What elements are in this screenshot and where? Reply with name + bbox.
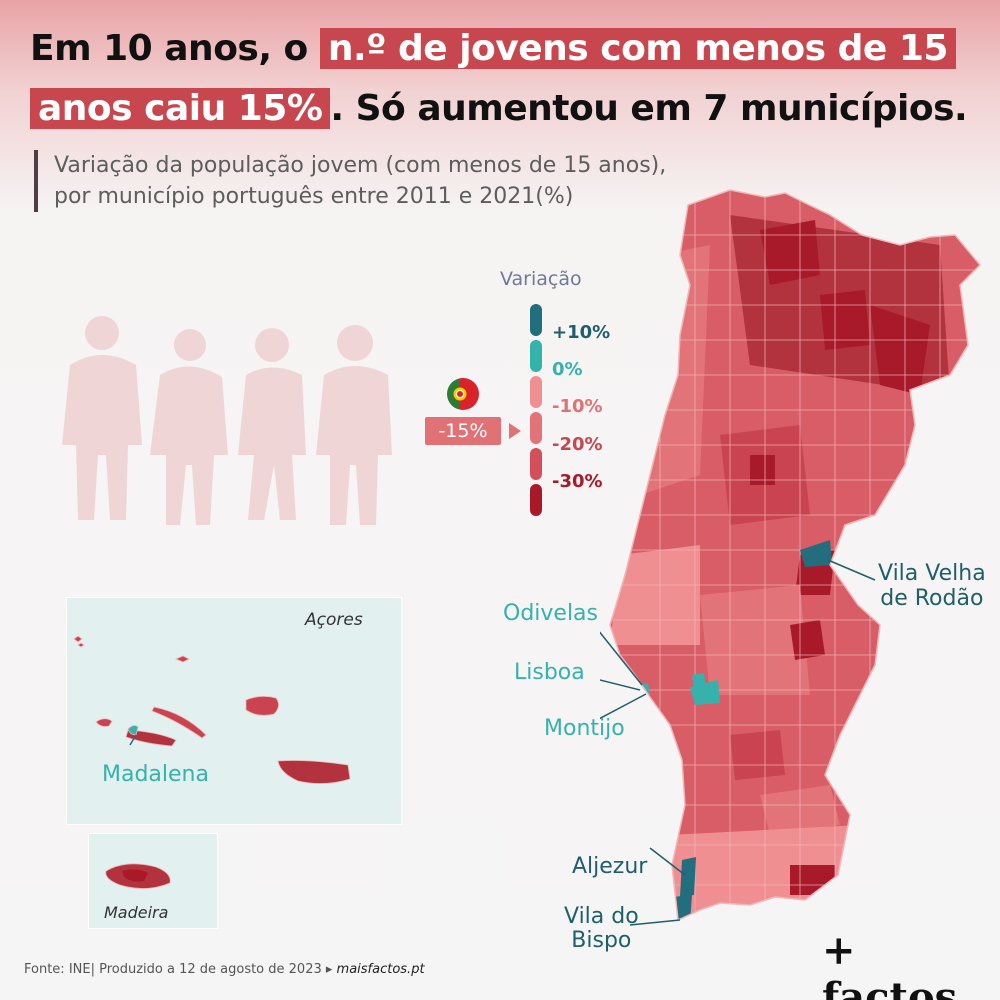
madeira-inset	[88, 833, 218, 929]
source-text: Fonte: INE| Produzido a 12 de agosto de …	[24, 962, 337, 977]
subtitle: Variação da população jovem (com menos d…	[34, 150, 666, 212]
legend-swatch	[530, 484, 542, 516]
title-highlight: n.º de jovens com menos de 15	[319, 28, 956, 69]
pointer-arrow-icon	[509, 423, 521, 439]
aljezur-label: Aljezur	[572, 854, 648, 879]
legend-swatch	[530, 376, 542, 408]
aljezur-region	[680, 857, 696, 897]
subtitle-line: Variação da população jovem (com menos d…	[54, 153, 667, 178]
lisboa-label: Lisboa	[514, 660, 585, 685]
national-variation-badge: -15%	[425, 417, 501, 445]
montijo-label: Montijo	[544, 716, 625, 741]
legend-label: -10%	[552, 396, 603, 417]
title-line-2: anos caiu 15%. Só aumentou em 7 municípi…	[30, 84, 968, 134]
legend-swatch	[530, 412, 542, 444]
legend-swatch	[530, 304, 542, 336]
title-text: Em 10 anos, o	[30, 28, 308, 69]
montijo-area-region	[690, 680, 720, 705]
legend-label: +10%	[552, 322, 611, 343]
madeira-label: Madeira	[104, 903, 169, 922]
portugal-flag-icon	[447, 378, 479, 410]
vila-do-bispo-label: Vila do Bispo	[564, 904, 639, 953]
acores-label: Açores	[305, 610, 363, 630]
madalena-region	[127, 725, 139, 736]
legend-label: -20%	[552, 434, 603, 455]
portugal-mainland-map	[600, 189, 982, 926]
subtitle-line: por município português entre 2011 e 202…	[54, 184, 574, 209]
title-highlight: anos caiu 15%	[30, 88, 331, 129]
title-line-1: Em 10 anos, o n.º de jovens com menos de…	[30, 24, 956, 74]
footer-source: Fonte: INE| Produzido a 12 de agosto de …	[24, 962, 425, 977]
azores-inset	[66, 597, 402, 825]
vila-velha-de-rodao-region	[800, 540, 832, 567]
legend-swatch	[530, 448, 542, 480]
title-text: . Só aumentou em 7 municípios.	[330, 88, 968, 129]
vila-velha-label: Vila Velha de Rodão	[878, 561, 986, 611]
youth-silhouettes-illustration	[62, 316, 392, 525]
madalena-label: Madalena	[102, 762, 209, 787]
legend-label: -30%	[552, 471, 603, 492]
legend-swatch	[530, 340, 542, 372]
legend-label: 0%	[552, 359, 583, 380]
brand-logo: + factos	[822, 927, 958, 1000]
site-link[interactable]: maisfactos.pt	[336, 962, 425, 977]
legend-title: Variação	[500, 268, 582, 290]
odivelas-label: Odivelas	[503, 601, 599, 626]
